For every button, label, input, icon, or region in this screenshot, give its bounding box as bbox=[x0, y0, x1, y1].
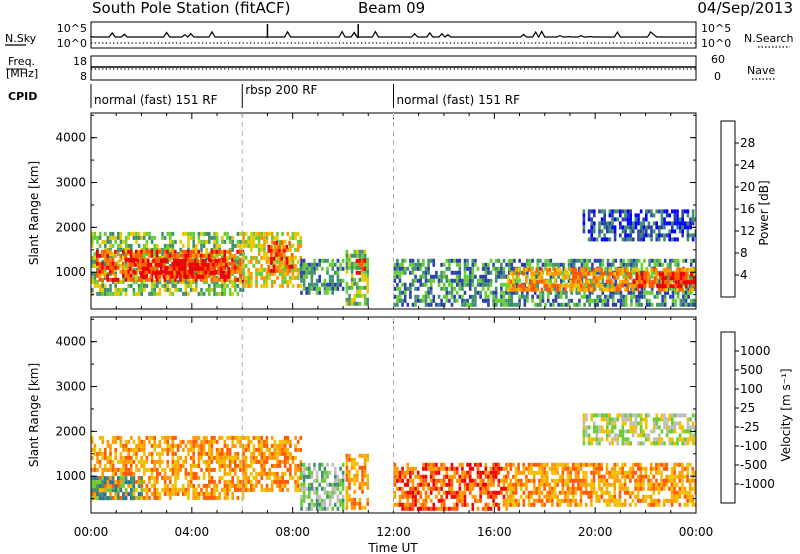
velocity-colorbar-tick: 100 bbox=[740, 382, 763, 396]
nave-tick-high: 60 bbox=[711, 53, 725, 66]
nave-label: Nave bbox=[747, 64, 775, 77]
velocity-y-tick: 2000 bbox=[55, 424, 86, 438]
time-tick-label: 00:00 bbox=[679, 525, 714, 539]
velocity-panel: 1000 2000 3000 4000 Slant Range [km] bbox=[27, 316, 697, 514]
time-tick-label: 04:00 bbox=[175, 525, 210, 539]
time-tick-label: 00:00 bbox=[74, 525, 109, 539]
time-tick-label: 12:00 bbox=[376, 525, 411, 539]
power-colorbar: 4 8 12 16 20 24 28 bbox=[720, 120, 755, 298]
noise-traces bbox=[90, 24, 696, 44]
cpid-label: CPID bbox=[8, 90, 37, 103]
velocity-echo-region bbox=[300, 462, 345, 511]
time-axis: 00:00 04:00 08:00 12:00 16:00 20:00 00:00 bbox=[74, 525, 714, 539]
velocity-colorbar-tick: 25 bbox=[740, 401, 755, 415]
velocity-echo-region bbox=[242, 435, 303, 492]
cpid-segment-label: normal (fast) 151 RF bbox=[397, 93, 521, 107]
noise-panel: N.Sky 10^5 10^0 N.Search 10^5 10^0 bbox=[5, 21, 794, 50]
noise-left-tick-low: 10^0 bbox=[57, 37, 87, 50]
power-colorbar-tick: 20 bbox=[740, 180, 755, 194]
power-echo-region bbox=[128, 258, 231, 279]
cpid-segment-label: normal (fast) 151 RF bbox=[94, 93, 218, 107]
power-echo-region bbox=[345, 249, 369, 306]
time-axis-label: Time UT bbox=[367, 541, 418, 554]
freq-unit-label: [MHz] bbox=[6, 67, 38, 80]
noise-sky-trace bbox=[90, 30, 696, 39]
velocity-colorbar-tick: 1000 bbox=[740, 344, 771, 358]
power-colorbar-tick: 4 bbox=[740, 268, 748, 282]
velocity-colorbar-tick: -25 bbox=[740, 420, 760, 434]
beam-label: Beam 09 bbox=[358, 0, 425, 17]
velocity-colorbar-tick: -100 bbox=[740, 439, 767, 453]
power-colorbar-tick: 28 bbox=[740, 136, 755, 150]
velocity-y-axis-label: Slant Range [km] bbox=[27, 363, 41, 467]
velocity-echo-region bbox=[345, 453, 369, 510]
power-echo-region bbox=[582, 209, 696, 242]
power-echo-region bbox=[267, 240, 294, 273]
frequency-panel: Freq. [MHz] 18 8 Nave 60 0 bbox=[6, 53, 776, 83]
velocity-y-tick: 4000 bbox=[55, 335, 86, 349]
velocity-echo-region bbox=[582, 413, 696, 446]
power-echo-region bbox=[300, 258, 345, 295]
velocity-colorbar: 1000 500 100 25 -25 -100 -500 -1000 bbox=[720, 331, 775, 504]
velocity-y-tick: 3000 bbox=[55, 380, 86, 394]
freq-left-tick-high: 18 bbox=[73, 55, 87, 68]
velocity-y-tick: 1000 bbox=[55, 469, 86, 483]
noise-left-tick-high: 10^5 bbox=[57, 22, 87, 35]
frequency-traces bbox=[91, 66, 696, 70]
velocity-colorbar-tick: -1000 bbox=[740, 477, 775, 491]
time-tick-label: 16:00 bbox=[477, 525, 512, 539]
time-tick-label: 08:00 bbox=[275, 525, 310, 539]
noise-right-tick-high: 10^5 bbox=[701, 22, 731, 35]
velocity-echo-region bbox=[506, 462, 696, 507]
power-colorbar-label: Power [dB] bbox=[757, 180, 771, 245]
velocity-echo-region bbox=[393, 462, 508, 511]
velocity-colorbar-tick: -500 bbox=[740, 458, 767, 472]
noise-sky-label: N.Sky bbox=[5, 32, 37, 45]
cpid-row: CPID normal (fast) 151 RF rbsp 200 RF norm… bbox=[8, 83, 520, 108]
power-y-axis-label: Slant Range [km] bbox=[27, 161, 41, 265]
power-echo-region bbox=[355, 258, 367, 275]
power-y-tick: 2000 bbox=[55, 220, 86, 234]
power-y-tick: 4000 bbox=[55, 131, 86, 145]
velocity-colorbar-label: Velocity [m s⁻¹] bbox=[779, 368, 793, 461]
velocity-echo-region bbox=[91, 476, 143, 501]
freq-label: Freq. bbox=[8, 55, 35, 68]
power-panel: 1000 2000 3000 4000 Slant Range [km] bbox=[27, 112, 697, 310]
power-y-tick: 3000 bbox=[55, 176, 86, 190]
power-echo-region bbox=[633, 272, 696, 289]
cpid-segment-label: rbsp 200 RF bbox=[245, 83, 317, 97]
noise-search-label: N.Search bbox=[744, 32, 794, 45]
time-tick-label: 20:00 bbox=[578, 525, 613, 539]
station-title: South Pole Station (fitACF) bbox=[92, 0, 290, 17]
power-y-tick: 1000 bbox=[55, 265, 86, 279]
power-colorbar-tick: 24 bbox=[740, 158, 755, 172]
velocity-colorbar-tick: 500 bbox=[740, 363, 763, 377]
power-colorbar-tick: 16 bbox=[740, 202, 755, 216]
power-colorbar-tick: 8 bbox=[740, 246, 748, 260]
freq-left-tick-low: 8 bbox=[80, 70, 87, 83]
date-label: 04/Sep/2013 bbox=[697, 0, 793, 17]
nave-tick-low: 0 bbox=[714, 70, 721, 83]
noise-right-tick-low: 10^0 bbox=[701, 37, 731, 50]
power-colorbar-tick: 12 bbox=[740, 224, 755, 238]
